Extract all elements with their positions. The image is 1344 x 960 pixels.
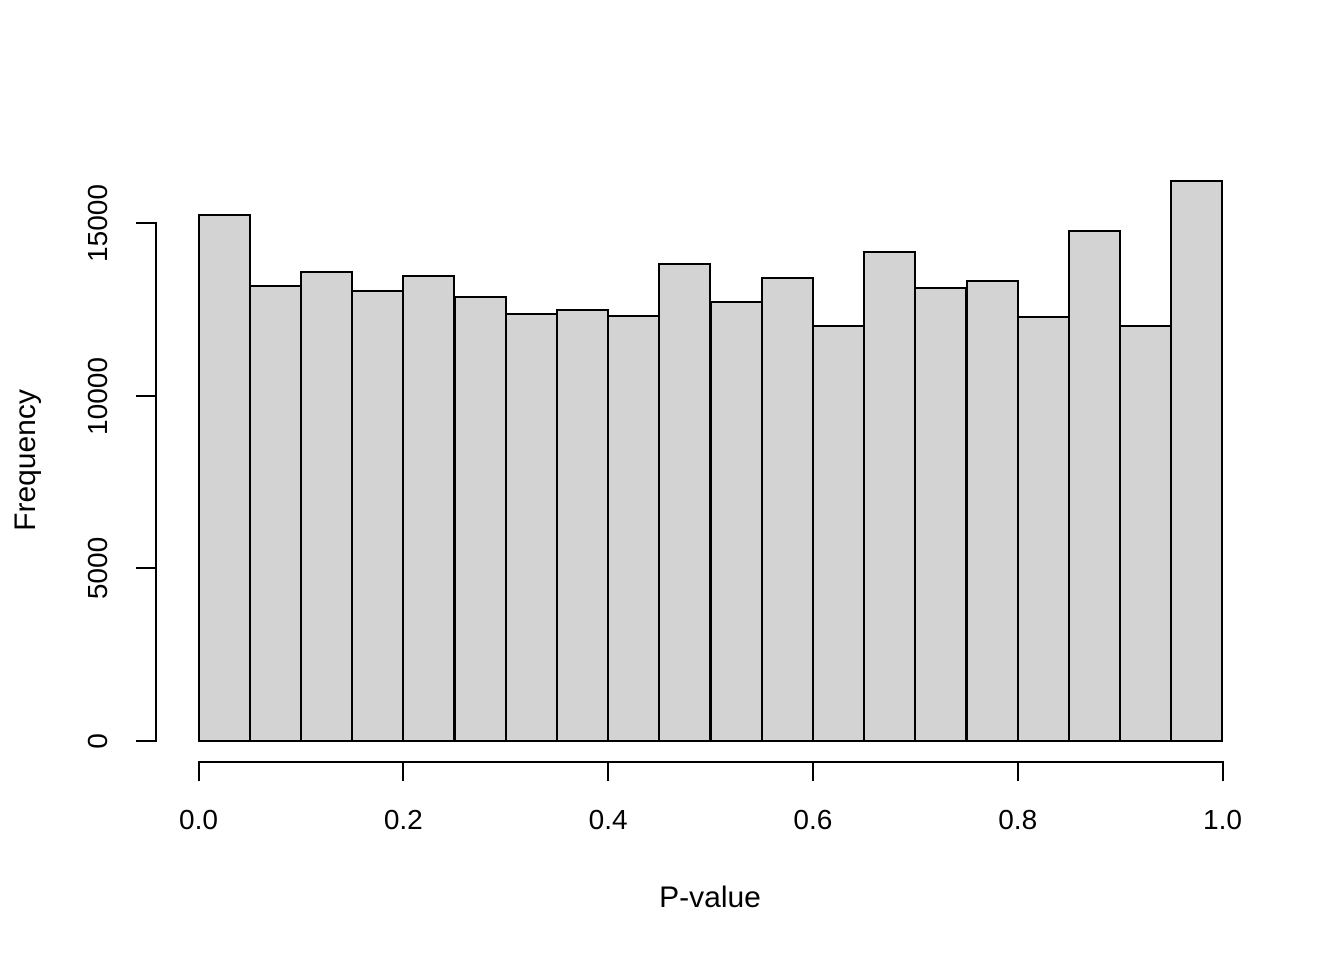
x-tick-label: 1.0 [1203, 804, 1242, 835]
x-tick-label: 0.4 [588, 804, 628, 835]
histogram-bar [811, 325, 866, 742]
y-tick-label: 15000 [82, 184, 113, 262]
histogram-bar [1119, 325, 1173, 742]
histogram-bar [965, 280, 1019, 742]
histogram-bar [1170, 180, 1224, 742]
x-axis-line [197, 761, 1224, 763]
histogram-bar [1067, 230, 1122, 742]
x-tick-label: 0.2 [383, 804, 423, 835]
x-tick [197, 762, 200, 781]
histogram-bar [351, 290, 405, 742]
y-tick-label: 0 [82, 733, 113, 749]
histogram-bar [248, 285, 302, 742]
y-axis-title: Frequency [9, 389, 42, 531]
y-tick [136, 222, 155, 224]
histogram-bar [504, 313, 558, 742]
histogram-bar [863, 251, 917, 742]
histogram-bar [760, 277, 814, 742]
x-tick-label: 0.8 [998, 804, 1038, 835]
y-tick [136, 740, 155, 742]
histogram-bar [555, 309, 610, 742]
histogram-bar [607, 315, 661, 742]
y-tick-label: 10000 [82, 356, 113, 435]
y-tick [136, 567, 155, 570]
x-tick [607, 762, 610, 781]
x-tick [1221, 762, 1224, 781]
histogram-bar [1016, 316, 1070, 742]
x-tick-label: 0.6 [793, 804, 833, 835]
histogram-bar [299, 271, 354, 742]
histogram-bar [658, 263, 712, 742]
x-tick [811, 762, 814, 781]
histogram-bar [197, 214, 251, 742]
histogram-bar [914, 287, 968, 742]
histogram-bar [709, 301, 763, 742]
x-axis-title: P-value [659, 881, 761, 914]
x-tick-label: 0.0 [179, 804, 218, 835]
y-tick-label: 5000 [82, 537, 113, 600]
x-tick [402, 762, 405, 781]
y-tick [136, 394, 155, 397]
x-tick [1016, 762, 1019, 781]
y-axis-line [155, 222, 157, 742]
histogram-bar [402, 275, 456, 742]
histogram-bar [453, 296, 507, 742]
